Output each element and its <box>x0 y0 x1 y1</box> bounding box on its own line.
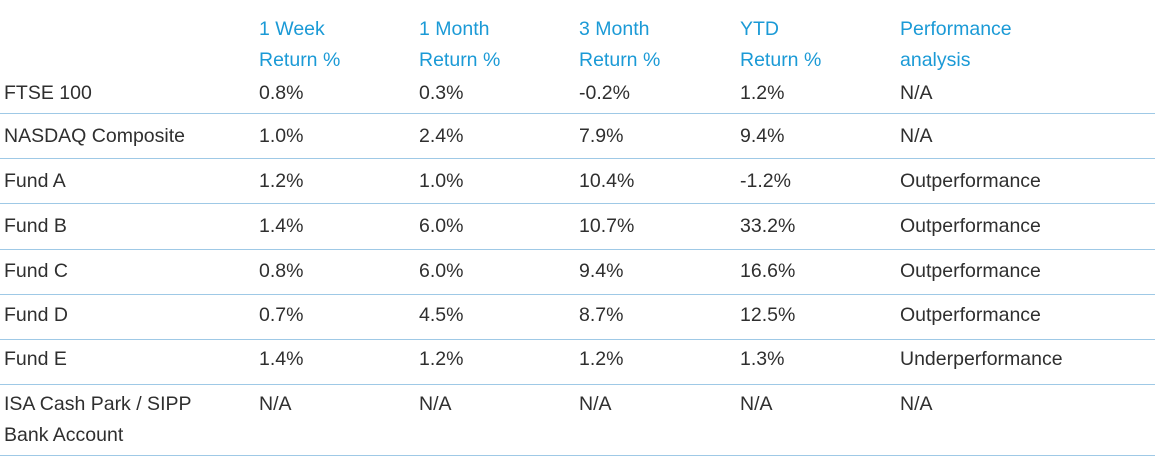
table-row: ISA Cash Park / SIPP Bank Account N/A N/… <box>0 385 1155 456</box>
cell-ytd-return: 12.5% <box>740 304 796 326</box>
cell-performance-analysis: Outperformance <box>900 170 1041 192</box>
table-row: Fund D 0.7% 4.5% 8.7% 12.5% Outperforman… <box>0 295 1155 340</box>
table-row: FTSE 100 0.8% 0.3% -0.2% 1.2% N/A <box>0 0 1155 114</box>
cell-1-week-return: N/A <box>259 393 292 415</box>
cell-1-month-return: 1.0% <box>419 170 464 192</box>
column-header-1-month-return: 1 Month Return % <box>419 18 501 71</box>
cell-1-week-return: 1.4% <box>259 348 304 370</box>
column-header-1-week-return: 1 Week Return % <box>259 18 341 71</box>
cell-1-month-return: 0.3% <box>419 82 464 104</box>
cell-performance-analysis: N/A <box>900 82 933 104</box>
cell-performance-analysis: Outperformance <box>900 260 1041 282</box>
cell-1-week-return: 0.8% <box>259 82 304 104</box>
cell-ytd-return: 1.2% <box>740 82 785 104</box>
cell-performance-analysis: Underperformance <box>900 348 1063 370</box>
column-header-3-month-return: 3 Month Return % <box>579 18 661 71</box>
cell-ytd-return: 9.4% <box>740 125 785 147</box>
row-name: Fund C <box>4 260 68 282</box>
column-header-performance-analysis: Performance analysis <box>900 18 1012 71</box>
cell-3-month-return: N/A <box>579 393 612 415</box>
cell-3-month-return: 9.4% <box>579 260 624 282</box>
cell-1-week-return: 0.8% <box>259 260 304 282</box>
cell-ytd-return: N/A <box>740 393 773 415</box>
cell-ytd-return: 16.6% <box>740 260 796 282</box>
cell-1-week-return: 1.0% <box>259 125 304 147</box>
cell-3-month-return: 7.9% <box>579 125 624 147</box>
row-name: Fund A <box>4 170 66 192</box>
table-header-row: 1 Week Return % 1 Month Return % 3 Month… <box>0 0 1155 113</box>
cell-1-month-return: 1.2% <box>419 348 464 370</box>
row-name: Fund E <box>4 348 67 370</box>
cell-ytd-return: -1.2% <box>740 170 791 192</box>
cell-1-month-return: 6.0% <box>419 215 464 237</box>
cell-performance-analysis: N/A <box>900 125 933 147</box>
cell-1-month-return: 2.4% <box>419 125 464 147</box>
table-row: Fund A 1.2% 1.0% 10.4% -1.2% Outperforma… <box>0 159 1155 204</box>
column-header-ytd-return: YTD Return % <box>740 18 822 71</box>
table-row: Fund E 1.4% 1.2% 1.2% 1.3% Underperforma… <box>0 340 1155 385</box>
cell-1-month-return: N/A <box>419 393 452 415</box>
row-name: FTSE 100 <box>4 82 92 104</box>
table-row: Fund B 1.4% 6.0% 10.7% 33.2% Outperforma… <box>0 204 1155 250</box>
cell-3-month-return: -0.2% <box>579 82 630 104</box>
cell-3-month-return: 1.2% <box>579 348 624 370</box>
cell-performance-analysis: N/A <box>900 393 933 415</box>
cell-3-month-return: 8.7% <box>579 304 624 326</box>
cell-performance-analysis: Outperformance <box>900 215 1041 237</box>
cell-1-month-return: 4.5% <box>419 304 464 326</box>
cell-ytd-return: 1.3% <box>740 348 785 370</box>
cell-3-month-return: 10.4% <box>579 170 635 192</box>
table-row: NASDAQ Composite 1.0% 2.4% 7.9% 9.4% N/A <box>0 113 1155 159</box>
row-name: ISA Cash Park / SIPP Bank Account <box>4 393 192 446</box>
cell-ytd-return: 33.2% <box>740 215 796 237</box>
cell-1-week-return: 1.4% <box>259 215 304 237</box>
row-name: Fund D <box>4 304 68 326</box>
row-name: NASDAQ Composite <box>4 125 185 147</box>
cell-1-week-return: 0.7% <box>259 304 304 326</box>
cell-performance-analysis: Outperformance <box>900 304 1041 326</box>
table-row: Fund C 0.8% 6.0% 9.4% 16.6% Outperforman… <box>0 250 1155 295</box>
cell-1-week-return: 1.2% <box>259 170 304 192</box>
cell-1-month-return: 6.0% <box>419 260 464 282</box>
cell-3-month-return: 10.7% <box>579 215 635 237</box>
row-name: Fund B <box>4 215 67 237</box>
